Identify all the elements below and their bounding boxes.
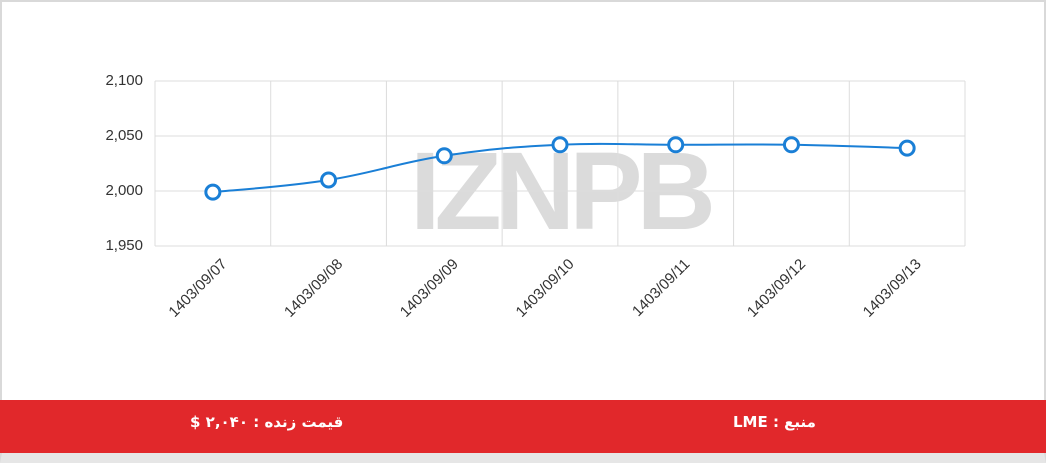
point [320,171,338,189]
point [898,139,916,157]
y-tick-label: 2,050 [105,127,143,144]
x-tick-label: 1403/09/10 [513,256,578,321]
x-tick-label: 1403/09/12 [744,256,809,321]
point [667,136,685,154]
point [204,183,222,201]
x-tick-label: 1403/09/08 [281,256,346,321]
live-price: قیمت زنده : ۲,۰۴۰ $ [190,413,344,431]
point [782,136,800,154]
footer: قیمت زنده : ۲,۰۴۰ $ منبع : LME [0,400,1046,453]
x-tick-label: 1403/09/07 [165,256,230,321]
y-tick-label: 2,000 [105,182,143,199]
point [435,147,453,165]
x-tick-label: 1403/09/11 [629,256,693,320]
y-tick-label: 2,100 [105,72,143,89]
y-tick-label: 1,950 [105,237,143,254]
x-tick-label: 1403/09/13 [860,256,925,321]
point [551,136,569,154]
source: منبع : LME [733,413,816,431]
x-tick-label: 1403/09/09 [397,256,462,321]
